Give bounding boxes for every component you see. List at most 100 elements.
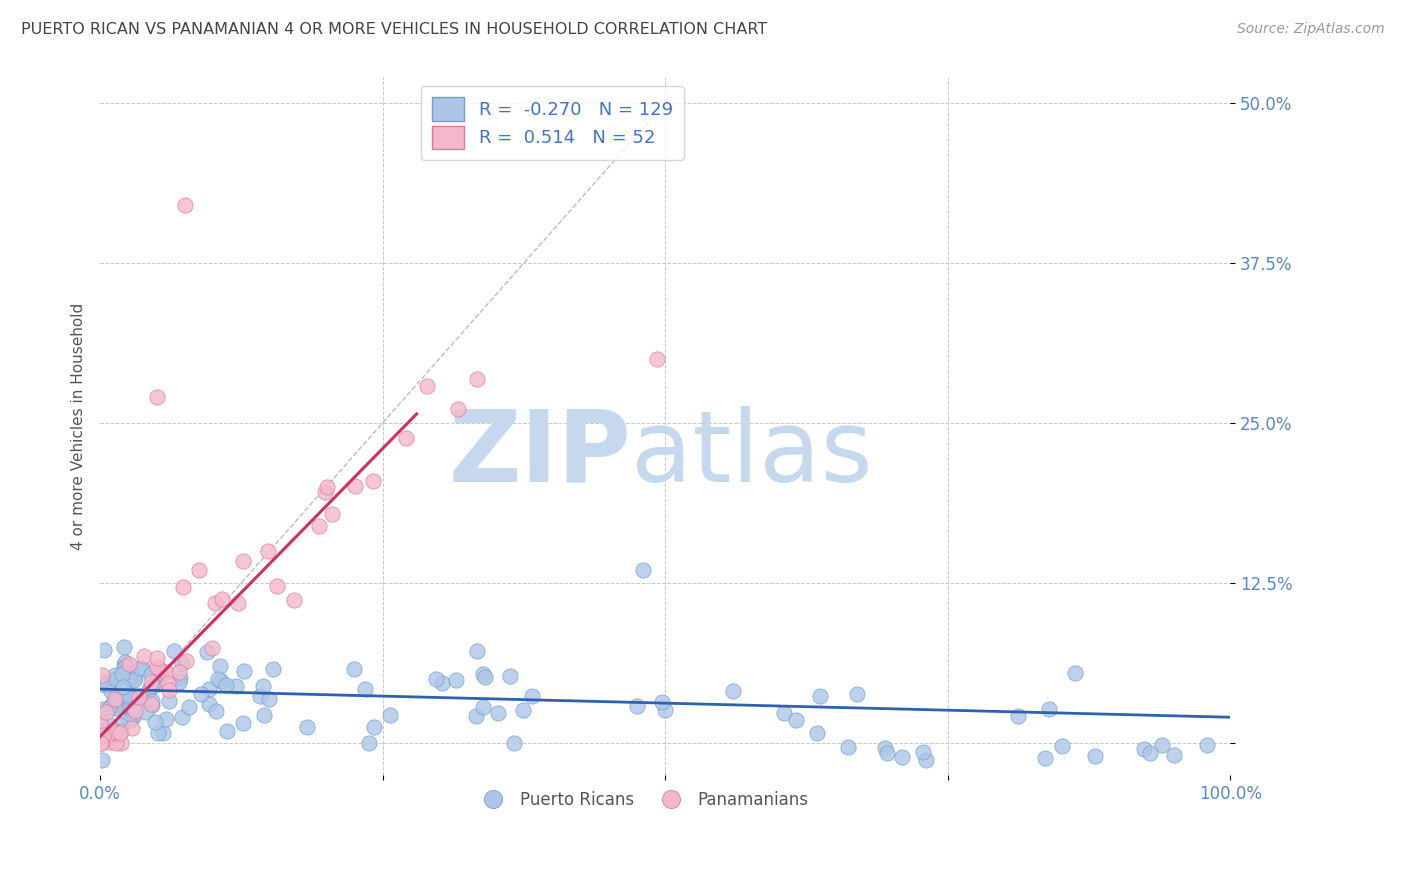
- Point: [148, 726, 170, 740]
- Point: [876, 746, 898, 760]
- Point: [152, 726, 174, 740]
- Point: [104, 701, 127, 715]
- Point: [395, 431, 418, 445]
- Point: [207, 672, 229, 686]
- Point: [112, 680, 135, 694]
- Point: [806, 726, 828, 740]
- Point: [105, 694, 128, 708]
- Point: [425, 672, 447, 686]
- Point: [890, 750, 912, 764]
- Point: [464, 708, 486, 723]
- Point: [98, 701, 121, 715]
- Legend: Puerto Ricans, Panamanians: Puerto Ricans, Panamanians: [470, 784, 815, 815]
- Point: [447, 402, 470, 417]
- Point: [110, 736, 132, 750]
- Point: [488, 706, 510, 720]
- Point: [257, 544, 280, 558]
- Point: [141, 694, 163, 708]
- Point: [1035, 751, 1057, 765]
- Point: [104, 672, 127, 686]
- Point: [96, 677, 118, 691]
- Point: [1133, 742, 1156, 756]
- Point: [157, 694, 180, 708]
- Point: [233, 664, 256, 678]
- Point: [308, 518, 330, 533]
- Point: [232, 554, 254, 568]
- Point: [344, 479, 367, 493]
- Point: [145, 651, 167, 665]
- Point: [112, 657, 135, 672]
- Text: Source: ZipAtlas.com: Source: ZipAtlas.com: [1237, 22, 1385, 37]
- Point: [1197, 739, 1219, 753]
- Point: [1064, 666, 1087, 681]
- Point: [156, 676, 179, 690]
- Point: [197, 681, 219, 696]
- Point: [146, 660, 169, 674]
- Point: [89, 716, 111, 731]
- Point: [115, 690, 138, 704]
- Point: [103, 681, 125, 696]
- Point: [111, 667, 134, 681]
- Point: [114, 660, 136, 674]
- Text: atlas: atlas: [631, 406, 873, 502]
- Point: [215, 678, 238, 692]
- Point: [361, 475, 384, 489]
- Point: [875, 741, 897, 756]
- Point: [98, 734, 121, 748]
- Point: [104, 667, 127, 681]
- Point: [259, 692, 281, 706]
- Point: [89, 714, 111, 729]
- Point: [354, 682, 377, 697]
- Point: [117, 714, 139, 728]
- Point: [172, 581, 194, 595]
- Point: [110, 695, 132, 709]
- Point: [465, 644, 488, 658]
- Point: [651, 695, 673, 709]
- Point: [93, 678, 115, 692]
- Point: [111, 691, 134, 706]
- Point: [647, 351, 669, 366]
- Point: [145, 390, 167, 404]
- Text: PUERTO RICAN VS PANAMANIAN 4 OR MORE VEHICLES IN HOUSEHOLD CORRELATION CHART: PUERTO RICAN VS PANAMANIAN 4 OR MORE VEH…: [21, 22, 768, 37]
- Point: [118, 672, 141, 686]
- Point: [503, 736, 526, 750]
- Point: [141, 679, 163, 693]
- Point: [359, 736, 381, 750]
- Point: [139, 698, 162, 712]
- Point: [108, 726, 131, 740]
- Point: [626, 699, 648, 714]
- Point: [446, 673, 468, 687]
- Point: [91, 753, 114, 767]
- Point: [363, 720, 385, 734]
- Point: [914, 753, 936, 767]
- Point: [100, 684, 122, 698]
- Point: [810, 689, 832, 703]
- Point: [139, 666, 162, 681]
- Point: [118, 657, 141, 671]
- Point: [90, 673, 112, 688]
- Point: [912, 745, 935, 759]
- Point: [654, 703, 676, 717]
- Point: [94, 706, 117, 720]
- Point: [512, 703, 534, 717]
- Point: [150, 666, 173, 681]
- Point: [430, 676, 453, 690]
- Point: [321, 507, 343, 521]
- Point: [155, 712, 177, 726]
- Point: [141, 698, 163, 713]
- Point: [195, 645, 218, 659]
- Point: [104, 692, 127, 706]
- Point: [204, 596, 226, 610]
- Point: [343, 662, 366, 676]
- Point: [90, 736, 112, 750]
- Point: [108, 718, 131, 732]
- Point: [131, 661, 153, 675]
- Point: [146, 667, 169, 681]
- Point: [252, 679, 274, 693]
- Point: [197, 697, 219, 711]
- Point: [155, 665, 177, 679]
- Point: [159, 683, 181, 698]
- Point: [124, 670, 146, 684]
- Point: [249, 689, 271, 703]
- Text: ZIP: ZIP: [449, 406, 631, 502]
